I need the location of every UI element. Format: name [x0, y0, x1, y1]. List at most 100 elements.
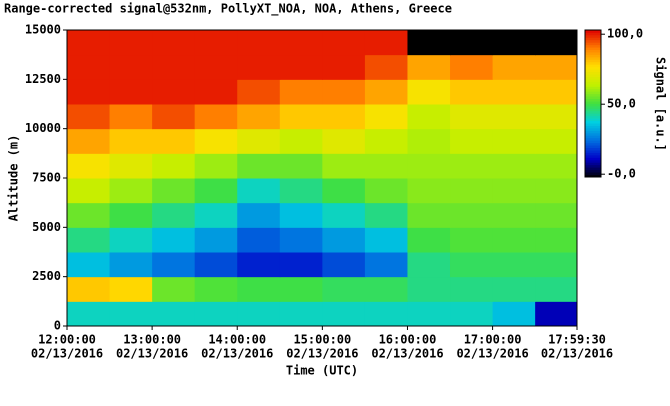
heatmap-cell — [152, 30, 196, 56]
colorbar-segment — [585, 42, 601, 46]
colorbar-segment — [585, 105, 601, 109]
colorbar-segment — [585, 32, 601, 36]
heatmap-cell — [450, 54, 494, 80]
colorbar-segment — [585, 39, 601, 43]
colorbar-segment — [585, 54, 601, 58]
heatmap-cell — [152, 128, 196, 154]
colorbar-segment — [585, 34, 601, 38]
colorbar-segment — [585, 140, 601, 144]
heatmap-cell — [109, 104, 153, 130]
heatmap-cell — [364, 54, 408, 80]
heatmap-cell — [279, 178, 323, 204]
chart-title: Range-corrected signal@532nm, PollyXT_NO… — [4, 2, 452, 17]
heatmap-cell — [492, 128, 536, 154]
heatmap-cell — [492, 252, 536, 278]
y-tick-label: 15000 — [25, 23, 61, 37]
heatmap-cell — [492, 104, 536, 130]
heatmap-cell — [535, 54, 578, 80]
colorbar-label: Signal [a.u.] — [654, 57, 668, 151]
heatmap-cell — [109, 153, 153, 179]
colorbar-segment — [585, 147, 601, 151]
colorbar-tick-label: -0,0 — [607, 167, 636, 181]
colorbar-segment — [585, 96, 601, 99]
heatmap-cell — [67, 301, 111, 327]
heatmap-cell — [492, 30, 536, 56]
heatmap-cell — [279, 202, 323, 228]
colorbar-segment — [585, 30, 601, 33]
colorbar-segment — [585, 118, 601, 122]
colorbar-segment — [585, 108, 601, 112]
heatmap-cell — [322, 227, 366, 253]
heatmap-cell — [67, 79, 111, 105]
heatmap-cell — [152, 301, 196, 327]
colorbar-segment — [585, 101, 601, 104]
heatmap-cell — [535, 301, 578, 327]
x-tick-label: 14:00:00 — [208, 333, 266, 347]
heatmap-cell — [407, 79, 451, 105]
x-tick-date: 02/13/2016 — [31, 347, 103, 361]
heatmap-cell — [194, 252, 238, 278]
heatmap-cell — [109, 178, 153, 204]
heatmap-cell — [109, 276, 153, 302]
heatmap-cell — [237, 252, 281, 278]
colorbar-segment — [585, 174, 601, 178]
y-tick-label: 7500 — [32, 171, 61, 185]
heatmap-cell — [407, 54, 451, 80]
heatmap-cell — [450, 301, 494, 327]
heatmap-cell — [279, 54, 323, 80]
heatmap-cell — [492, 178, 536, 204]
heatmap-cell — [364, 252, 408, 278]
colorbar-segment — [585, 66, 601, 70]
colorbar-segment — [585, 76, 601, 80]
heatmap-cell — [237, 54, 281, 80]
colorbar-segment — [585, 115, 601, 119]
x-tick-date: 02/13/2016 — [456, 347, 528, 361]
heatmap-cell — [67, 128, 111, 154]
colorbar-segment — [585, 81, 601, 85]
heatmap-cell — [67, 54, 111, 80]
colorbar-segment — [585, 154, 601, 158]
colorbar-segment — [585, 86, 601, 90]
heatmap-cell — [67, 178, 111, 204]
colorbar-segment — [585, 164, 601, 168]
heatmap-cell — [407, 202, 451, 228]
colorbar-segment — [585, 130, 601, 134]
colorbar-segment — [585, 64, 601, 68]
heatmap-cell — [407, 178, 451, 204]
heatmap-cell — [535, 104, 578, 130]
heatmap-cell — [279, 153, 323, 179]
heatmap-cell — [237, 104, 281, 130]
colorbar-segment — [585, 103, 601, 107]
heatmap-cell — [194, 153, 238, 179]
colorbar-segment — [585, 113, 601, 117]
heatmap-cell — [364, 178, 408, 204]
y-tick-label: 10000 — [25, 121, 61, 135]
heatmap-cell — [450, 104, 494, 130]
heatmap-cell — [407, 301, 451, 327]
colorbar-segment — [585, 71, 601, 75]
heatmap-cell — [322, 153, 366, 179]
heatmap-cell — [322, 202, 366, 228]
heatmap-cell — [364, 153, 408, 179]
heatmap-cell — [152, 227, 196, 253]
heatmap-cell — [322, 104, 366, 130]
colorbar-tick-label: 100,0 — [607, 27, 643, 41]
heatmap-cell — [492, 153, 536, 179]
colorbar-segment — [585, 91, 601, 95]
x-tick-label: 13:00:00 — [123, 333, 181, 347]
colorbar-segment — [585, 142, 601, 146]
x-tick-label: 16:00:00 — [379, 333, 437, 347]
heatmap-cell — [279, 104, 323, 130]
heatmap-cell — [492, 202, 536, 228]
heatmap-cell — [535, 128, 578, 154]
heatmap-cell — [450, 227, 494, 253]
colorbar-segment — [585, 137, 601, 141]
colorbar-segment — [585, 167, 601, 171]
x-tick-label: 15:00:00 — [293, 333, 351, 347]
colorbar-segment — [585, 69, 601, 73]
heatmap-cell — [450, 276, 494, 302]
colorbar-segment — [585, 56, 601, 60]
heatmap-cell — [194, 128, 238, 154]
x-axis-label: Time (UTC) — [286, 364, 358, 378]
heatmap-cell — [109, 202, 153, 228]
